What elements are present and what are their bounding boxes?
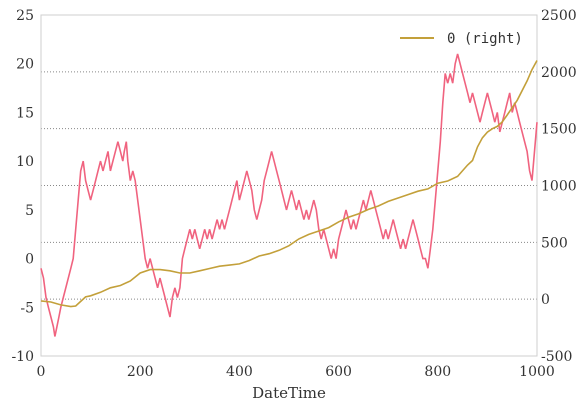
y-right-tick-label: 0 <box>541 292 550 308</box>
y-right-tick-label: 2000 <box>541 65 577 81</box>
y-right-tick-label: 2500 <box>541 8 577 24</box>
y-left-tick-label: 10 <box>16 154 34 170</box>
y-left-tick-label: 20 <box>16 57 34 73</box>
y-axis-right-ticks: -500 0 500 1000 1500 2000 2500 <box>541 8 577 365</box>
y-right-tick-label: -500 <box>541 349 572 365</box>
series-line-right <box>40 60 538 308</box>
y-left-tick-label: 25 <box>16 8 34 24</box>
x-axis-ticks: 0 200 400 600 800 1000 <box>37 364 555 380</box>
y-left-tick-label: 5 <box>25 203 34 219</box>
series-line-left <box>40 53 538 337</box>
y-axis-left-ticks: -10 -5 0 5 10 15 20 25 <box>11 8 34 365</box>
y-right-tick-label: 1000 <box>541 179 577 195</box>
y-right-tick-label: 1500 <box>541 122 577 138</box>
gridlines <box>41 71 537 300</box>
x-tick-label: 1000 <box>519 364 555 380</box>
x-axis-title: DateTime <box>252 384 326 402</box>
x-tick-label: 600 <box>325 364 352 380</box>
x-tick-label: 800 <box>424 364 451 380</box>
y-left-tick-label: -10 <box>11 349 34 365</box>
y-left-tick-label: 0 <box>25 252 34 268</box>
legend: 0 (right) <box>400 31 523 47</box>
legend-label: 0 (right) <box>447 31 523 47</box>
y-left-tick-label: 15 <box>16 105 34 121</box>
plot-frame <box>40 14 538 357</box>
x-tick-label: 400 <box>226 364 253 380</box>
x-tick-label: 200 <box>127 364 154 380</box>
y-right-tick-label: 500 <box>541 235 568 251</box>
y-left-tick-label: -5 <box>20 300 34 316</box>
x-tick-label: 0 <box>37 364 46 380</box>
